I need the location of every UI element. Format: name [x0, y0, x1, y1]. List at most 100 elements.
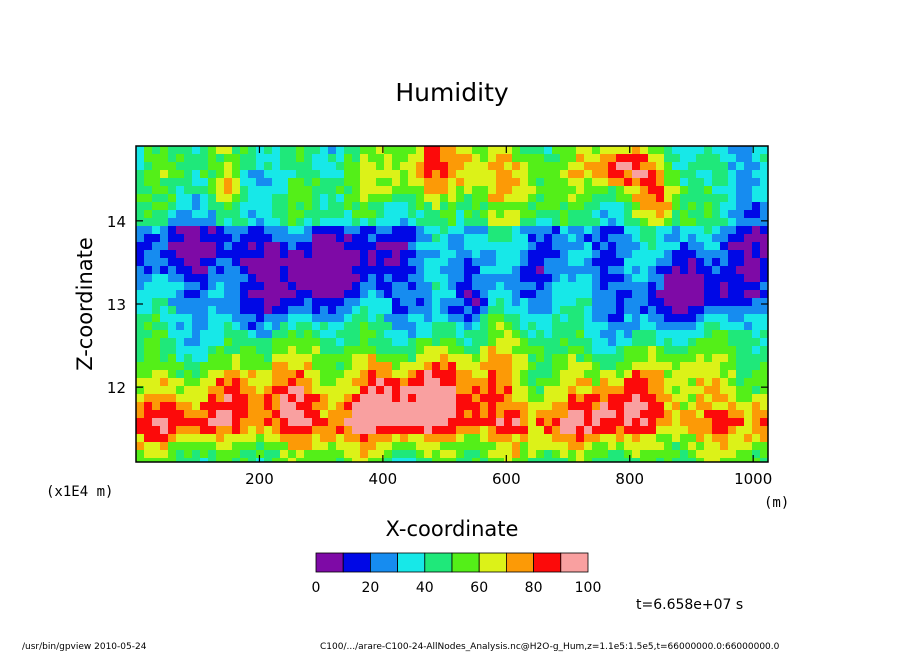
heatmap-cell	[408, 290, 417, 299]
heatmap-cell	[560, 402, 569, 411]
heatmap-cell	[560, 234, 569, 243]
heatmap-cell	[176, 202, 185, 211]
heatmap-cell	[328, 154, 337, 163]
heatmap-cell	[520, 330, 529, 339]
heatmap-cell	[528, 338, 537, 347]
heatmap-cell	[512, 226, 521, 235]
heatmap-cell	[512, 434, 521, 443]
heatmap-cell	[256, 378, 265, 387]
heatmap-cell	[544, 306, 553, 315]
heatmap-cell	[152, 146, 161, 155]
heatmap-cell	[160, 290, 169, 299]
heatmap-cell	[528, 434, 537, 443]
heatmap-cell	[648, 346, 657, 355]
heatmap-cell	[208, 314, 217, 323]
heatmap-cell	[608, 194, 617, 203]
heatmap-cell	[656, 186, 665, 195]
heatmap-cell	[528, 306, 537, 315]
heatmap-cell	[240, 298, 249, 307]
heatmap-cell	[192, 354, 201, 363]
heatmap-cell	[288, 314, 297, 323]
heatmap-cell	[312, 202, 321, 211]
heatmap-cell	[224, 402, 233, 411]
heatmap-cell	[312, 386, 321, 395]
heatmap-cell	[400, 442, 409, 451]
heatmap-cell	[216, 218, 225, 227]
heatmap-cell	[432, 274, 441, 283]
heatmap-cell	[168, 298, 177, 307]
heatmap-cell	[256, 250, 265, 259]
heatmap-cell	[456, 338, 465, 347]
heatmap-cell	[512, 194, 521, 203]
heatmap-cell	[552, 306, 561, 315]
heatmap-cell	[528, 362, 537, 371]
heatmap-cell	[200, 162, 209, 171]
heatmap-cell	[576, 202, 585, 211]
heatmap-cell	[744, 434, 753, 443]
heatmap-cell	[568, 306, 577, 315]
heatmap-cell	[568, 322, 577, 331]
heatmap-cell	[592, 258, 601, 267]
heatmap-cell	[296, 322, 305, 331]
heatmap-cell	[520, 266, 529, 275]
heatmap-cell	[352, 290, 361, 299]
heatmap-cell	[472, 306, 481, 315]
heatmap-cell	[456, 218, 465, 227]
heatmap-cell	[424, 234, 433, 243]
heatmap-cell	[576, 362, 585, 371]
heatmap-cell	[248, 242, 257, 251]
heatmap-cell	[296, 418, 305, 427]
heatmap-cell	[408, 186, 417, 195]
heatmap-cell	[408, 282, 417, 291]
heatmap-cell	[528, 210, 537, 219]
heatmap-cell	[384, 322, 393, 331]
heatmap-cell	[712, 394, 721, 403]
heatmap-cell	[304, 410, 313, 419]
heatmap-cell	[144, 378, 153, 387]
heatmap-cell	[296, 330, 305, 339]
heatmap-cell	[272, 226, 281, 235]
heatmap-cell	[240, 186, 249, 195]
heatmap-cell	[312, 218, 321, 227]
heatmap-cell	[432, 306, 441, 315]
heatmap-cell	[688, 426, 697, 435]
heatmap-cell	[752, 250, 761, 259]
heatmap-cell	[592, 378, 601, 387]
heatmap-cell	[720, 458, 729, 463]
heatmap-cell	[752, 450, 761, 459]
heatmap-cell	[512, 322, 521, 331]
heatmap-cell	[184, 330, 193, 339]
heatmap-cell	[160, 362, 169, 371]
heatmap-cell	[304, 426, 313, 435]
heatmap-cell	[680, 418, 689, 427]
heatmap-cell	[736, 258, 745, 267]
heatmap-cell	[640, 178, 649, 187]
heatmap-cell	[536, 154, 545, 163]
heatmap-cell	[496, 202, 505, 211]
heatmap-cell	[696, 298, 705, 307]
heatmap-cell	[728, 218, 737, 227]
heatmap-cell	[248, 442, 257, 451]
heatmap-cell	[376, 322, 385, 331]
heatmap-cell	[432, 202, 441, 211]
heatmap-cell	[744, 394, 753, 403]
heatmap-cell	[392, 450, 401, 459]
heatmap-cell	[144, 186, 153, 195]
heatmap-cell	[416, 458, 425, 463]
heatmap-cell	[224, 226, 233, 235]
heatmap-cell	[656, 370, 665, 379]
heatmap-cell	[200, 154, 209, 163]
heatmap-cell	[736, 322, 745, 331]
heatmap-cell	[224, 362, 233, 371]
heatmap-cell	[328, 162, 337, 171]
heatmap-cell	[144, 338, 153, 347]
heatmap-cell	[280, 314, 289, 323]
heatmap-cell	[536, 394, 545, 403]
heatmap-cell	[304, 362, 313, 371]
heatmap-cell	[560, 178, 569, 187]
heatmap-cell	[752, 378, 761, 387]
heatmap-cell	[288, 450, 297, 459]
heatmap-cell	[288, 234, 297, 243]
heatmap-cell	[248, 418, 257, 427]
heatmap-cell	[144, 370, 153, 379]
